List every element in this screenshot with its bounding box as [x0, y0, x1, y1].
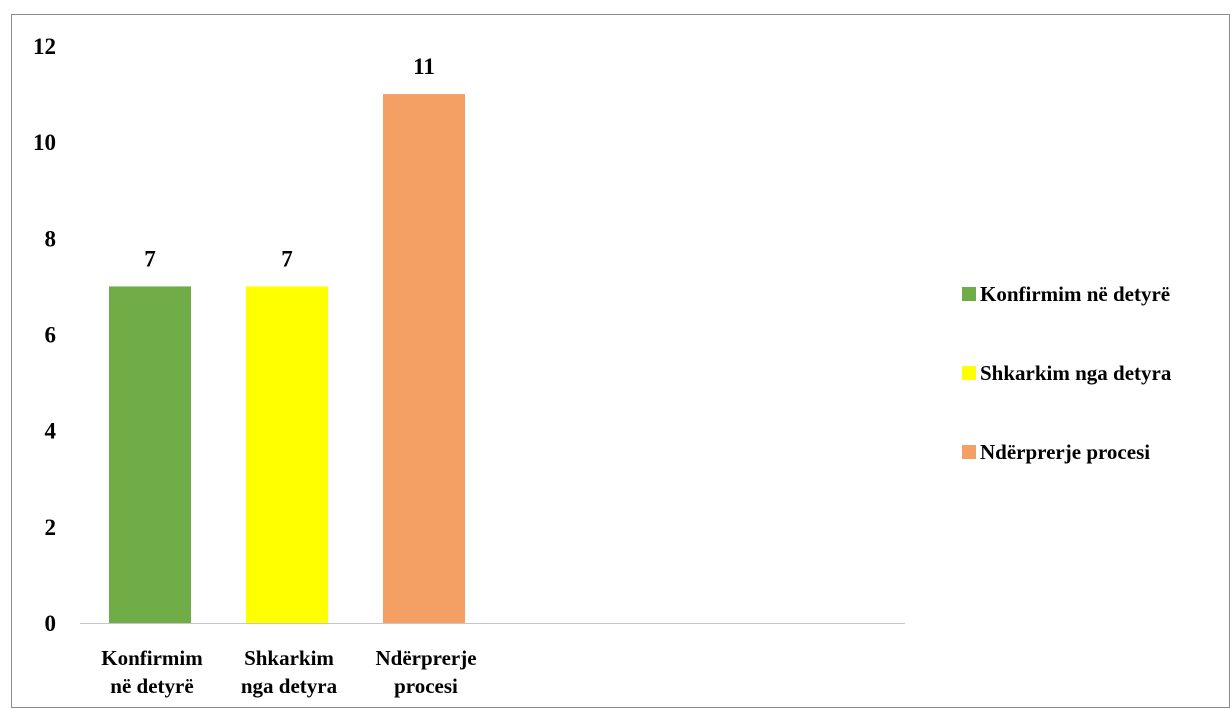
- bar-1: [109, 286, 191, 623]
- data-label: 7: [144, 246, 156, 271]
- x-tick-label: Shkarkim: [244, 646, 334, 670]
- data-label: 11: [413, 54, 435, 79]
- x-tick-label: Ndërprerje: [375, 646, 476, 670]
- y-tick-label: 12: [33, 34, 56, 59]
- chart-frame: [11, 14, 1230, 708]
- legend-label: Konfirmim në detyrë: [980, 282, 1170, 306]
- y-tick-label: 6: [45, 323, 57, 348]
- y-tick-label: 10: [33, 130, 56, 155]
- legend-swatch: [962, 366, 976, 380]
- x-tick-label: Konfirmim: [101, 646, 203, 670]
- bar-3: [383, 94, 465, 624]
- data-label: 7: [281, 246, 293, 271]
- legend-label: Shkarkim nga detyra: [980, 361, 1172, 385]
- legend-label: Ndërprerje procesi: [980, 440, 1150, 464]
- legend-swatch: [962, 445, 976, 459]
- x-tick-label: nga detyra: [241, 674, 338, 698]
- x-tick-label: në detyrë: [110, 674, 193, 698]
- y-tick-label: 8: [45, 226, 57, 251]
- bar-2: [246, 286, 328, 623]
- y-tick-label: 0: [45, 611, 57, 636]
- x-tick-label: procesi: [394, 674, 458, 698]
- y-tick-label: 2: [45, 515, 57, 540]
- legend-swatch: [962, 287, 976, 301]
- y-tick-label: 4: [45, 419, 57, 444]
